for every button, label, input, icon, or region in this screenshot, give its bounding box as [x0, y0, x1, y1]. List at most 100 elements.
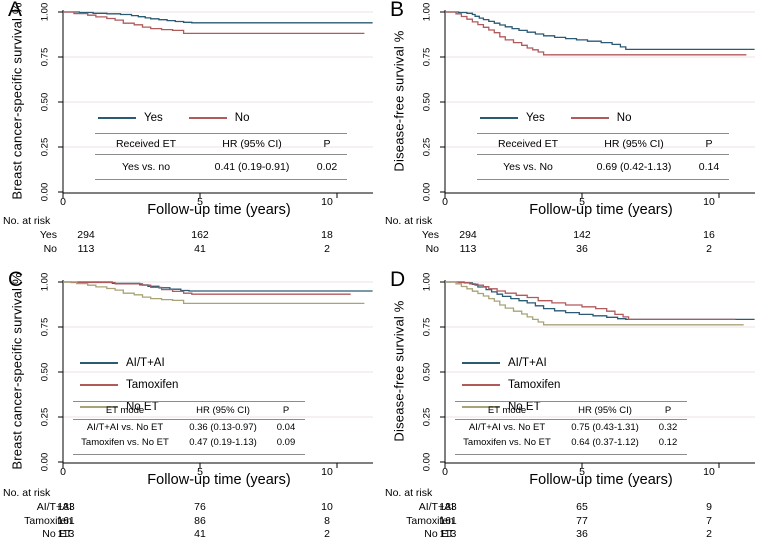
legend-item: No ET — [80, 396, 178, 418]
hr-col-header: P — [705, 138, 713, 150]
number-at-risk-label: No. at risk — [385, 487, 433, 499]
risk-row: No ET 113 41 2 — [0, 528, 382, 541]
legend-label: No ET — [508, 401, 541, 413]
panel-b: B Disease-free survival % 1.00 0.75 0.50… — [382, 0, 764, 270]
hr-cell: 0.14 — [698, 161, 720, 173]
y-tick-label: 0.50 — [421, 92, 433, 112]
hr-table-header: ET mode HR (95% CI) P — [73, 402, 305, 420]
km-plot-b — [440, 10, 755, 198]
legend-label: AI/T+AI — [508, 357, 547, 369]
legend: Yes No — [98, 112, 249, 124]
risk-count: 7 — [706, 515, 712, 527]
hr-cell: 0.12 — [658, 437, 678, 448]
panel-a: A Breast cancer-specific survival % 1.00… — [0, 0, 382, 270]
hr-cell: 0.09 — [276, 437, 296, 448]
y-tick-label: 0.75 — [421, 47, 433, 67]
risk-count: 36 — [576, 243, 588, 255]
x-axis-label: Follow-up time (years) — [147, 202, 291, 218]
risk-count: 36 — [576, 528, 588, 540]
hazard-ratio-table: Received ET HR (95% CI) P Yes vs. No 0.6… — [477, 133, 729, 180]
risk-count: 113 — [439, 528, 457, 540]
y-tick-label: 0.25 — [421, 137, 433, 157]
y-axis-label: Breast cancer-specific survival % — [9, 2, 25, 200]
x-axis-label: Follow-up time (years) — [529, 472, 673, 488]
hr-cell: Yes vs. no — [121, 161, 171, 173]
legend: AI/T+AI Tamoxifen No ET — [80, 352, 178, 418]
risk-row: No ET 113 36 2 — [382, 528, 764, 541]
hr-cell: 0.04 — [276, 422, 296, 433]
legend-item: Tamoxifen — [462, 374, 560, 396]
risk-count: 133 — [57, 501, 75, 513]
hazard-ratio-table: Received ET HR (95% CI) P Yes vs. no 0.4… — [95, 133, 347, 180]
km-plot-d — [440, 280, 755, 468]
y-axis-label: Breast cancer-specific survival % — [9, 272, 25, 470]
series-line-swatch — [80, 406, 118, 408]
series-line-swatch — [570, 117, 609, 119]
series-line-swatch — [80, 384, 118, 386]
risk-row: AI/T+AI 133 76 10 — [0, 501, 382, 514]
number-at-risk-label: No. at risk — [3, 487, 51, 499]
x-tick-label: 5 — [197, 196, 203, 208]
x-tick-label: 0 — [60, 466, 66, 478]
number-at-risk-label: No. at risk — [3, 215, 51, 227]
x-tick-label: 5 — [579, 196, 585, 208]
series-line-swatch — [480, 117, 518, 119]
y-tick-label: 0.00 — [421, 182, 433, 202]
risk-count: 2 — [706, 243, 712, 255]
risk-count: 16 — [703, 229, 715, 241]
x-tick-label: 0 — [442, 466, 448, 478]
km-plot-a — [58, 10, 373, 198]
hr-cell: 0.41 (0.19-0.91) — [214, 161, 290, 173]
panel-letter: A — [8, 0, 23, 21]
hr-cell: Tamoxifen vs. No ET — [463, 437, 551, 448]
risk-count: 77 — [576, 515, 588, 527]
x-axis-label: Follow-up time (years) — [529, 202, 673, 218]
legend: AI/T+AI Tamoxifen No ET — [462, 352, 560, 418]
risk-count: 86 — [194, 515, 206, 527]
legend-label: No — [234, 112, 250, 124]
legend-label: Yes — [526, 112, 545, 124]
legend-item: No ET — [462, 396, 560, 418]
y-tick-label: 1.00 — [421, 272, 433, 292]
risk-count: 133 — [439, 501, 457, 513]
series-line-swatch — [98, 117, 136, 119]
risk-row: AI/T+AI 133 65 9 — [382, 501, 764, 514]
panel-d: D Disease-free survival % 1.00 0.75 0.50… — [382, 268, 764, 541]
hr-table-header: Received ET HR (95% CI) P — [95, 134, 347, 155]
y-tick-label: 0.25 — [39, 137, 51, 157]
y-tick-label: 0.75 — [39, 47, 51, 67]
risk-row-name: No — [43, 243, 57, 255]
risk-row-name: No ET — [424, 528, 454, 540]
risk-row: Yes 294 162 18 — [0, 229, 382, 242]
hr-table-row: Yes vs. no 0.41 (0.19-0.91) 0.02 — [95, 155, 347, 179]
y-tick-label: 0.00 — [39, 452, 51, 472]
hr-cell: 0.75 (0.43-1.31) — [571, 422, 639, 433]
x-tick-label: 10 — [703, 196, 715, 208]
hr-col-header: HR (95% CI) — [222, 138, 282, 150]
panel-letter: B — [390, 0, 405, 21]
x-tick-label: 5 — [197, 466, 203, 478]
hr-cell: 0.47 (0.19-1.13) — [189, 437, 257, 448]
panel-letter: D — [390, 268, 406, 291]
risk-count: 142 — [573, 229, 591, 241]
y-tick-label: 0.50 — [421, 362, 433, 382]
x-tick-label: 10 — [321, 196, 333, 208]
legend-item: No — [570, 112, 631, 124]
x-tick-label: 10 — [321, 466, 333, 478]
risk-count: 294 — [77, 229, 95, 241]
risk-count: 10 — [321, 501, 333, 513]
hr-col-header: ET mode — [105, 405, 145, 416]
legend-label: Yes — [144, 112, 163, 124]
risk-count: 2 — [324, 243, 330, 255]
hr-table-row: AI/T+AI vs. No ET 0.75 (0.43-1.31) 0.32 — [455, 420, 687, 435]
risk-row-name: Tamoxifen — [24, 515, 72, 527]
risk-row-name: AI/T+AI — [418, 501, 454, 513]
risk-count: 161 — [439, 515, 457, 527]
risk-row-name: Yes — [39, 229, 57, 241]
legend-label: No ET — [126, 401, 159, 413]
risk-count: 76 — [194, 501, 206, 513]
y-tick-label: 0.50 — [39, 362, 51, 382]
series-line-swatch — [188, 117, 227, 119]
risk-count: 162 — [191, 229, 209, 241]
